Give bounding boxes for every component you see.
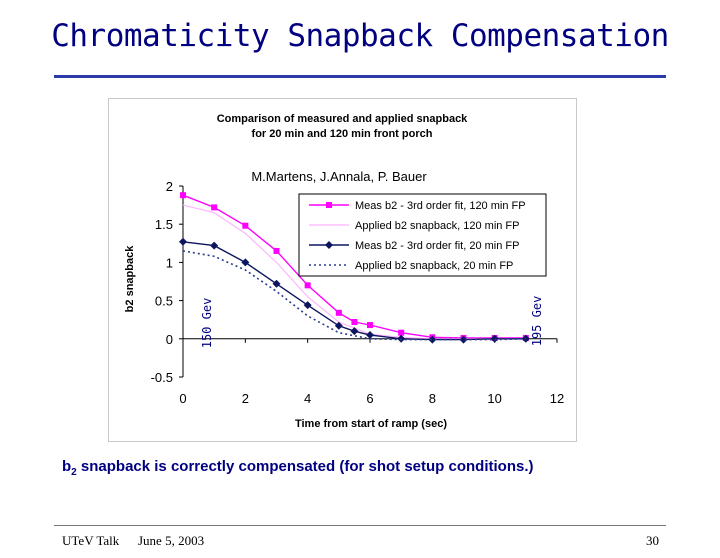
data-point-square bbox=[351, 318, 358, 325]
data-point-square bbox=[242, 222, 249, 229]
data-point-diamond bbox=[366, 330, 374, 339]
page-number: 30 bbox=[646, 533, 659, 548]
chart-title-line2: for 20 min and 120 min front porch bbox=[252, 128, 433, 140]
data-point-square bbox=[304, 282, 311, 289]
snapback-chart: Comparison of measured and applied snapb… bbox=[124, 113, 564, 430]
data-point-square bbox=[335, 309, 342, 316]
data-point-square bbox=[367, 322, 373, 329]
legend-label-4: Applied b2 snapback, 20 min FP bbox=[355, 260, 513, 272]
data-point-square bbox=[398, 329, 405, 336]
chart-title-line1: Comparison of measured and applied snapb… bbox=[217, 113, 468, 125]
data-point-square bbox=[180, 192, 186, 199]
slide-title: Chromaticity Snapback Compensation bbox=[51, 18, 669, 54]
data-point-diamond bbox=[179, 237, 187, 246]
y-tick-label: 0.5 bbox=[155, 294, 173, 309]
caption-prefix: b bbox=[62, 458, 72, 475]
x-axis-label: Time from start of ramp (sec) bbox=[295, 418, 447, 430]
annotation-150-gev: 150 Gev bbox=[200, 298, 214, 349]
legend-label-1: Meas b2 - 3rd order fit, 120 min FP bbox=[355, 200, 526, 212]
data-point-diamond bbox=[521, 334, 530, 343]
caption-text: snapback is correctly compensated (for s… bbox=[76, 458, 534, 475]
chart-legend: Meas b2 - 3rd order fit, 120 min FP Appli… bbox=[298, 193, 547, 277]
y-tick-label: 1 bbox=[166, 255, 173, 270]
data-point-square bbox=[211, 204, 218, 211]
footer-date: June 5, 2003 bbox=[138, 533, 205, 548]
legend-marker bbox=[326, 202, 332, 208]
data-point-diamond bbox=[490, 334, 499, 343]
data-point-square bbox=[273, 247, 280, 254]
legend-box bbox=[298, 193, 547, 277]
data-point-diamond bbox=[272, 279, 281, 288]
legend-label-3: Meas b2 - 3rd order fit, 20 min FP bbox=[355, 240, 519, 252]
y-tick-label: 0 bbox=[166, 332, 173, 347]
y-tick-label: -0.5 bbox=[151, 370, 173, 385]
slide-caption: b2 snapback is correctly compensated (fo… bbox=[62, 458, 534, 478]
data-point-diamond bbox=[459, 335, 468, 344]
annotation-195-gev: 195 Gev bbox=[530, 296, 544, 347]
x-tick-label: 10 bbox=[487, 391, 501, 406]
y-axis-label: b2 snapback bbox=[124, 245, 136, 313]
chart-series bbox=[179, 192, 530, 344]
y-tick-label: 2 bbox=[166, 179, 173, 194]
caption-subscript: 2 bbox=[71, 467, 77, 478]
x-tick-label: 12 bbox=[550, 391, 564, 406]
footer-divider bbox=[54, 525, 666, 526]
y-tick-label: 1.5 bbox=[155, 217, 173, 232]
data-point-diamond bbox=[241, 258, 250, 267]
x-tick-label: 8 bbox=[429, 391, 436, 406]
data-point-diamond bbox=[334, 321, 343, 330]
data-point-diamond bbox=[428, 335, 437, 344]
data-point-diamond bbox=[210, 241, 219, 250]
chart-authors: M.Martens, J.Annala, P. Bauer bbox=[251, 169, 427, 184]
title-divider bbox=[54, 75, 666, 78]
x-tick-label: 4 bbox=[304, 391, 311, 406]
data-point-diamond bbox=[350, 327, 359, 336]
footer-label: UTeV Talk bbox=[62, 533, 120, 548]
data-point-diamond bbox=[303, 301, 312, 310]
chart-panel: Comparison of measured and applied snapb… bbox=[108, 98, 577, 442]
x-tick-label: 6 bbox=[366, 391, 373, 406]
x-tick-label: 0 bbox=[179, 391, 186, 406]
legend-marker bbox=[325, 241, 333, 249]
x-tick-label: 2 bbox=[242, 391, 249, 406]
legend-label-2: Applied b2 snapback, 120 min FP bbox=[355, 220, 520, 232]
